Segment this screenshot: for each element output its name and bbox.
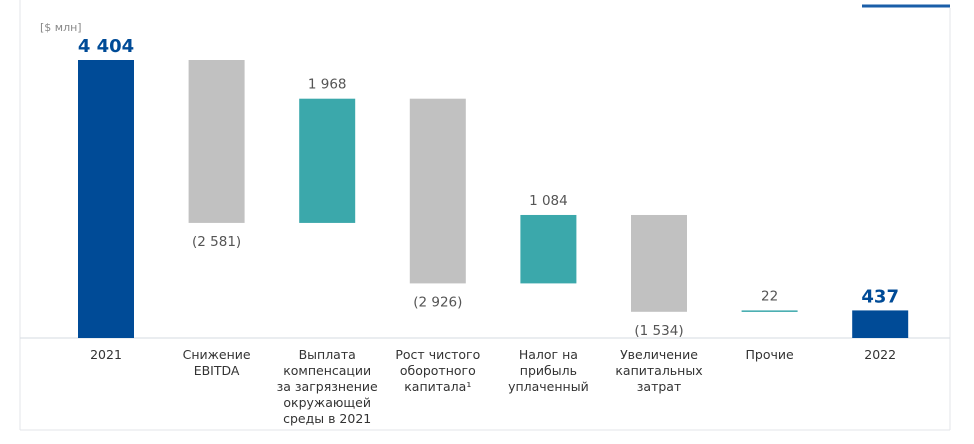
total-bar <box>78 60 134 338</box>
increase-bar <box>520 214 577 284</box>
unit-label: [$ млн] <box>40 21 82 34</box>
category-label: Увеличение капитальных затрат <box>615 347 703 394</box>
category-label: Выплата компенсации за загрязнение окруж… <box>276 347 378 426</box>
category-label: 2022 <box>864 347 897 362</box>
category-label: Рост чистого оборотного капитала¹ <box>395 347 481 394</box>
value-label: (2 926) <box>413 294 462 310</box>
value-label: 1 084 <box>529 193 568 209</box>
category-label: 2021 <box>90 347 122 362</box>
value-label: 1 968 <box>308 77 347 93</box>
total-bar <box>852 310 909 338</box>
value-label: (2 581) <box>192 234 241 250</box>
total-label: 4 404 <box>78 36 134 57</box>
increase-bar <box>741 310 798 312</box>
decrease-bar <box>631 214 687 312</box>
category-label: Прочие <box>745 347 794 362</box>
category-label: Налог на прибыль уплаченный <box>508 347 589 394</box>
total-label: 437 <box>861 286 899 307</box>
value-label: 22 <box>761 288 778 304</box>
decrease-bar <box>409 98 466 284</box>
decrease-bar <box>188 60 245 223</box>
category-label: Снижение EBITDA <box>182 347 251 378</box>
value-label: (1 534) <box>634 323 683 339</box>
increase-bar <box>299 98 356 223</box>
